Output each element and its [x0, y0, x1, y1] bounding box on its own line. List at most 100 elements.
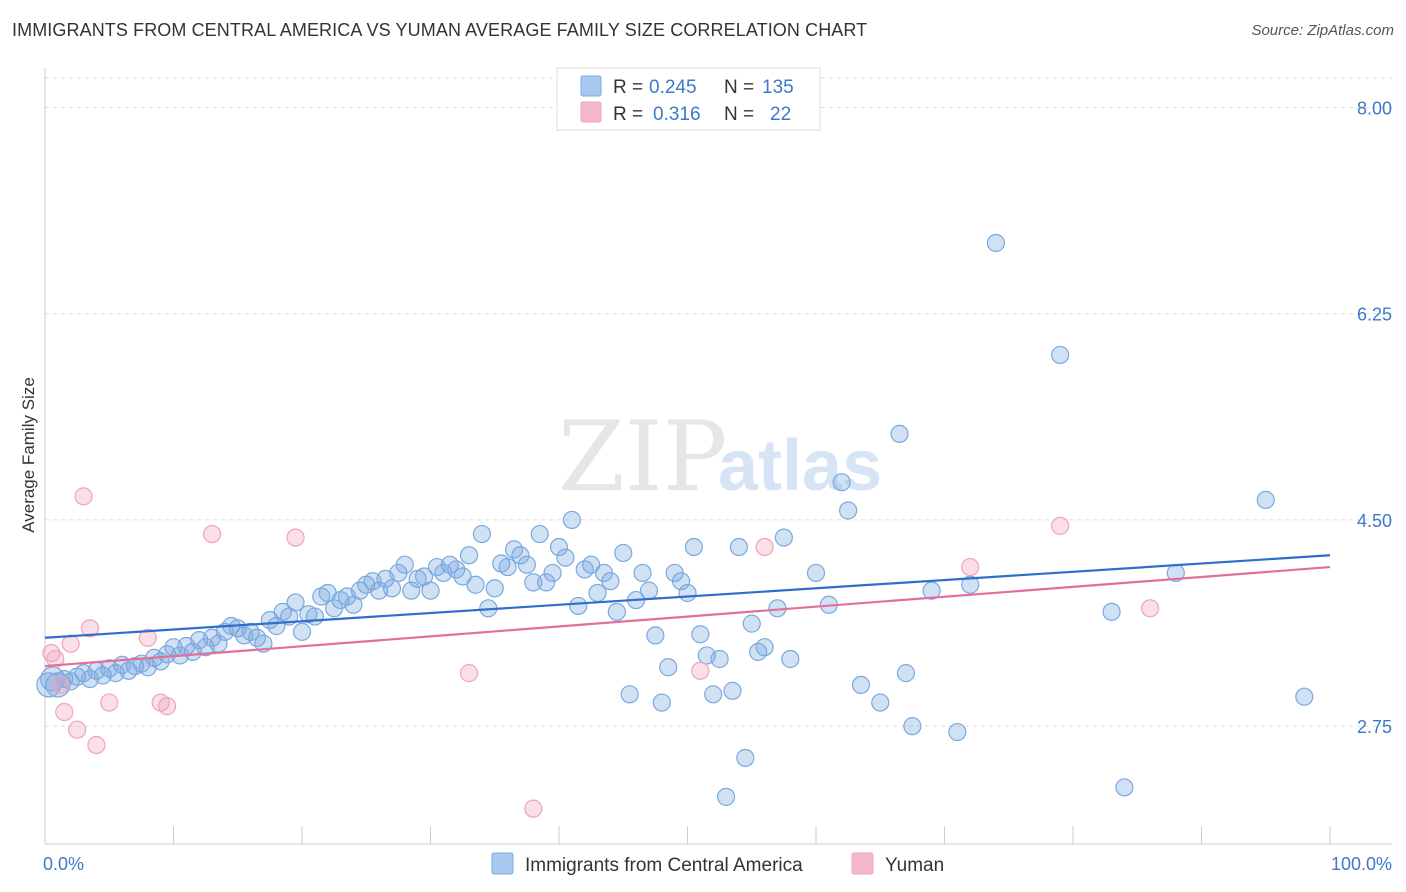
point-central-america — [806, 563, 826, 583]
point-central-america — [729, 537, 749, 557]
point-yuman — [80, 619, 100, 638]
point-central-america — [620, 685, 639, 704]
point-central-america — [395, 555, 414, 574]
point-yuman — [51, 675, 70, 695]
y-tick-label: 2.75 — [1357, 717, 1392, 737]
point-central-america — [646, 626, 665, 645]
point-yuman — [202, 524, 222, 544]
point-central-america — [684, 537, 704, 557]
chart-title: IMMIGRANTS FROM CENTRAL AMERICA VS YUMAN… — [12, 20, 868, 40]
point-central-america — [582, 555, 601, 574]
point-central-america — [466, 575, 485, 594]
point-central-america — [305, 607, 324, 626]
point-central-america — [524, 573, 543, 592]
watermark-zip: ZIP — [558, 401, 727, 513]
point-yuman — [286, 528, 305, 547]
point-yuman — [157, 697, 177, 716]
point-central-america — [292, 622, 312, 641]
point-central-america — [498, 557, 517, 577]
y-axis-label: Average Family Size — [19, 377, 38, 533]
point-central-america — [781, 649, 800, 669]
point-central-america — [903, 717, 922, 736]
trend-lines — [44, 554, 1331, 668]
point-central-america — [421, 581, 440, 600]
y-tick-label: 6.25 — [1357, 305, 1392, 325]
point-central-america — [896, 664, 916, 683]
point-yuman — [68, 720, 87, 739]
point-central-america — [157, 645, 177, 664]
point-yuman — [87, 735, 106, 755]
point-central-america — [1256, 490, 1275, 509]
point-yuman — [138, 628, 157, 647]
point-yuman — [961, 557, 980, 577]
point-central-america — [736, 748, 755, 768]
point-central-america — [614, 543, 633, 563]
point-central-america — [549, 537, 569, 557]
point-yuman — [74, 487, 93, 506]
point-central-america — [402, 581, 421, 600]
source-label: Source: ZipAtlas.com — [1251, 22, 1394, 39]
point-central-america — [871, 693, 890, 712]
point-central-america — [1051, 345, 1070, 365]
point-central-america — [890, 424, 909, 443]
watermark-atlas: atlas — [718, 426, 882, 506]
point-central-america — [453, 567, 472, 586]
legend-r-label-1: R = — [613, 77, 643, 98]
point-yuman — [755, 537, 774, 557]
point-yuman — [100, 693, 119, 712]
point-central-america — [382, 579, 402, 598]
point-central-america — [774, 528, 793, 547]
point-central-america — [755, 638, 774, 657]
point-yuman — [55, 702, 74, 722]
legend-swatch-pink — [580, 101, 602, 123]
point-yuman — [691, 661, 710, 680]
point-central-america — [556, 548, 575, 567]
point-central-america — [607, 602, 626, 621]
bottom-legend-label-blue: Immigrants from Central America — [525, 855, 803, 876]
bottom-legend-swatch-blue — [491, 852, 514, 875]
point-yuman — [1051, 516, 1070, 535]
point-central-america — [832, 473, 851, 492]
legend-r-value-1: 0.245 — [649, 77, 697, 98]
point-central-america — [851, 675, 871, 695]
point-yuman — [459, 664, 479, 683]
series-central-america — [36, 233, 1314, 806]
trend-line-central-america — [44, 554, 1331, 639]
legend-r-value-2: 0.316 — [653, 104, 701, 125]
point-central-america — [961, 575, 980, 594]
point-central-america — [678, 583, 697, 603]
axes: 2.75 4.50 6.25 8.00 0.0% 100.0% — [43, 68, 1392, 874]
legend-n-label-2: N = — [724, 104, 754, 125]
bottom-legend-swatch-pink — [851, 852, 874, 875]
legend-n-value-2: 22 — [770, 104, 791, 125]
point-central-america — [1295, 687, 1314, 706]
point-central-america — [286, 593, 305, 612]
x-tick-label-end: 100.0% — [1331, 854, 1392, 874]
point-central-america — [659, 658, 678, 677]
point-central-america — [742, 614, 761, 633]
series-yuman — [42, 487, 1160, 818]
point-central-america — [716, 787, 736, 806]
point-central-america — [633, 563, 652, 583]
point-yuman — [61, 634, 80, 653]
legend-n-label-1: N = — [724, 77, 754, 98]
point-central-america — [723, 681, 742, 700]
trend-line-yuman — [44, 565, 1331, 668]
point-central-america — [704, 685, 723, 704]
point-central-america — [652, 693, 671, 712]
legend-r-label-2: R = — [613, 104, 643, 125]
point-central-america — [511, 546, 530, 565]
point-central-america — [543, 563, 562, 583]
point-yuman — [1140, 599, 1160, 618]
point-central-america — [517, 555, 536, 574]
bottom-legend: Immigrants from Central America Yuman — [491, 852, 944, 876]
point-central-america — [671, 572, 691, 591]
point-central-america — [922, 581, 941, 600]
x-tick-label-start: 0.0% — [43, 854, 84, 874]
legend-n-value-1: 135 — [762, 77, 794, 98]
point-central-america — [447, 560, 466, 579]
point-yuman — [524, 799, 543, 818]
legend-swatch-blue — [580, 75, 602, 97]
point-central-america — [459, 546, 479, 565]
